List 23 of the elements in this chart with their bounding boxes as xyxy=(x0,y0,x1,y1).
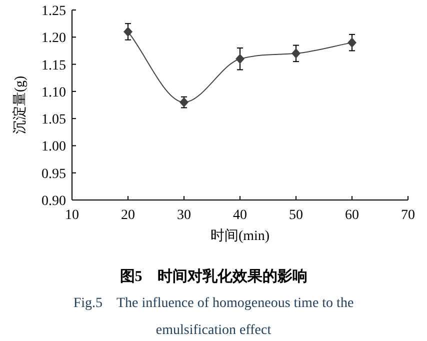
x-tick-label: 20 xyxy=(121,208,135,223)
x-axis-title: 时间(min) xyxy=(210,228,270,244)
y-tick-label: 0.90 xyxy=(42,194,66,209)
point xyxy=(292,48,300,58)
x-tick-label: 50 xyxy=(289,208,303,223)
y-tick-label: 1.10 xyxy=(42,85,66,100)
y-tick-label: 1.00 xyxy=(42,140,66,155)
x-tick-label: 30 xyxy=(177,208,191,223)
y-tick-label: 1.25 xyxy=(42,4,66,19)
point xyxy=(124,26,132,37)
y-tick-label: 0.95 xyxy=(42,166,66,182)
point xyxy=(236,54,244,64)
x-tick-label: 60 xyxy=(345,208,359,223)
x-tick-label: 40 xyxy=(233,208,247,223)
point xyxy=(348,38,356,48)
y-tick-label: 1.05 xyxy=(42,112,66,128)
y-axis-title: 沉淀量(g) xyxy=(12,76,28,134)
text: 图5 时间对乳化效果的影响 xyxy=(120,268,308,285)
y-tick-label: 1.20 xyxy=(42,31,66,46)
y-tick-label: 1.15 xyxy=(42,58,66,74)
text: Fig.5 The influence of homogeneous time to the emulsification effect xyxy=(73,296,354,338)
x-tick-label: 70 xyxy=(401,208,415,223)
x-tick-label: 10 xyxy=(65,208,79,223)
